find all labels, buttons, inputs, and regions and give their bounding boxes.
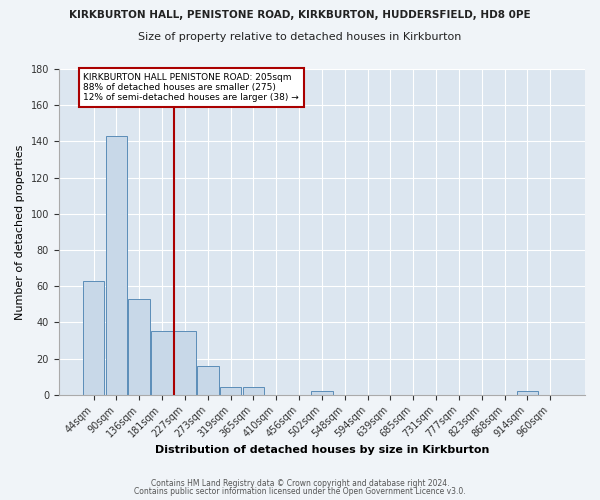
Text: KIRKBURTON HALL, PENISTONE ROAD, KIRKBURTON, HUDDERSFIELD, HD8 0PE: KIRKBURTON HALL, PENISTONE ROAD, KIRKBUR… (69, 10, 531, 20)
Bar (517, 391, 538, 394)
Bar (197, 366, 218, 394)
Bar (174, 332, 196, 394)
Bar (311, 391, 333, 394)
Bar (83, 280, 104, 394)
Bar (151, 332, 173, 394)
Bar (106, 136, 127, 394)
Bar (220, 388, 241, 394)
Text: Contains public sector information licensed under the Open Government Licence v3: Contains public sector information licen… (134, 487, 466, 496)
Bar (242, 388, 264, 394)
Y-axis label: Number of detached properties: Number of detached properties (15, 144, 25, 320)
Text: Contains HM Land Registry data © Crown copyright and database right 2024.: Contains HM Land Registry data © Crown c… (151, 478, 449, 488)
Text: KIRKBURTON HALL PENISTONE ROAD: 205sqm
88% of detached houses are smaller (275)
: KIRKBURTON HALL PENISTONE ROAD: 205sqm 8… (83, 72, 299, 102)
Bar (128, 299, 150, 394)
X-axis label: Distribution of detached houses by size in Kirkburton: Distribution of detached houses by size … (155, 445, 489, 455)
Text: Size of property relative to detached houses in Kirkburton: Size of property relative to detached ho… (139, 32, 461, 42)
